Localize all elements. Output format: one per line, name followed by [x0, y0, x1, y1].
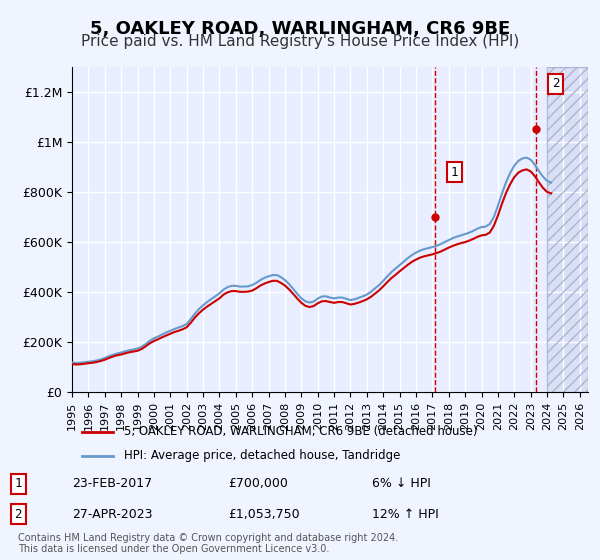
Text: Contains HM Land Registry data © Crown copyright and database right 2024.
This d: Contains HM Land Registry data © Crown c… [18, 533, 398, 554]
Text: Price paid vs. HM Land Registry's House Price Index (HPI): Price paid vs. HM Land Registry's House … [81, 34, 519, 49]
Text: 1: 1 [14, 477, 22, 491]
Bar [547, 67, 588, 392]
Text: £1,053,750: £1,053,750 [228, 507, 299, 521]
Text: 1: 1 [451, 166, 458, 179]
Text: 5, OAKLEY ROAD, WARLINGHAM, CR6 9BE (detached house): 5, OAKLEY ROAD, WARLINGHAM, CR6 9BE (det… [124, 426, 477, 438]
Text: £700,000: £700,000 [228, 477, 288, 491]
Text: 2: 2 [552, 77, 559, 90]
Text: 27-APR-2023: 27-APR-2023 [72, 507, 152, 521]
Text: 23-FEB-2017: 23-FEB-2017 [72, 477, 152, 491]
Bar [547, 67, 588, 392]
Text: HPI: Average price, detached house, Tandridge: HPI: Average price, detached house, Tand… [124, 449, 400, 462]
Text: 2: 2 [14, 507, 22, 521]
Text: 12% ↑ HPI: 12% ↑ HPI [372, 507, 439, 521]
Text: 5, OAKLEY ROAD, WARLINGHAM, CR6 9BE: 5, OAKLEY ROAD, WARLINGHAM, CR6 9BE [90, 20, 510, 38]
Text: 6% ↓ HPI: 6% ↓ HPI [372, 477, 431, 491]
